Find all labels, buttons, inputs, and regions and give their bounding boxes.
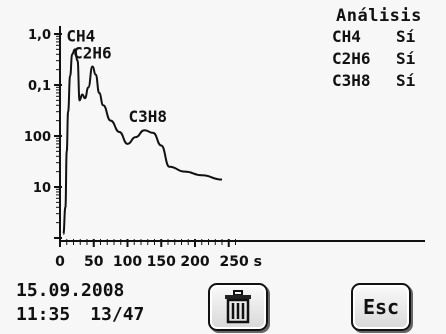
peak-label: C2H6: [73, 44, 112, 63]
date-readout: 15.09.2008: [16, 280, 125, 301]
status-footer: 15.09.2008 11:35 13/47: [16, 279, 144, 327]
x-tick-label: 200: [180, 254, 209, 270]
analysis-value: Sí: [396, 27, 416, 46]
analysis-value: Sí: [396, 71, 416, 90]
analysis-title: Análisis: [336, 6, 422, 26]
x-tick-label: 150: [147, 254, 176, 270]
analysis-row-ch4: CH4 Sí: [332, 26, 442, 48]
sample-counter: 13/47: [90, 304, 145, 325]
delete-button[interactable]: [208, 283, 268, 331]
peak-label: CH4: [66, 26, 95, 45]
x-tick-label: 0: [55, 254, 65, 270]
esc-button-label: Esc: [362, 295, 400, 319]
analysis-gas: CH4: [332, 27, 361, 46]
peak-label: C3H8: [128, 107, 167, 126]
time-readout: 11:35: [16, 304, 71, 325]
analysis-panel: Análisis CH4 Sí C2H6 Sí C3H8 Sí: [332, 6, 442, 92]
y-tick-label: 100: [24, 130, 51, 145]
analysis-value: Sí: [396, 49, 416, 68]
x-tick-label: 250 s: [220, 254, 262, 270]
y-tick-label: 10: [33, 181, 51, 196]
analysis-gas: C2H6: [332, 49, 371, 68]
trash-icon: [225, 290, 251, 324]
analysis-row-c3h8: C3H8 Sí: [332, 70, 442, 92]
chromatogram-series-line: [62, 48, 223, 235]
y-tick-label: 0,1: [28, 79, 51, 94]
analysis-row-c2h6: C2H6 Sí: [332, 48, 442, 70]
x-tick-label: 50: [84, 254, 104, 270]
analysis-gas: C3H8: [332, 71, 371, 90]
y-tick-label: 1,0: [28, 28, 51, 43]
esc-button[interactable]: Esc: [351, 283, 411, 331]
x-tick-label: 100: [113, 254, 142, 270]
